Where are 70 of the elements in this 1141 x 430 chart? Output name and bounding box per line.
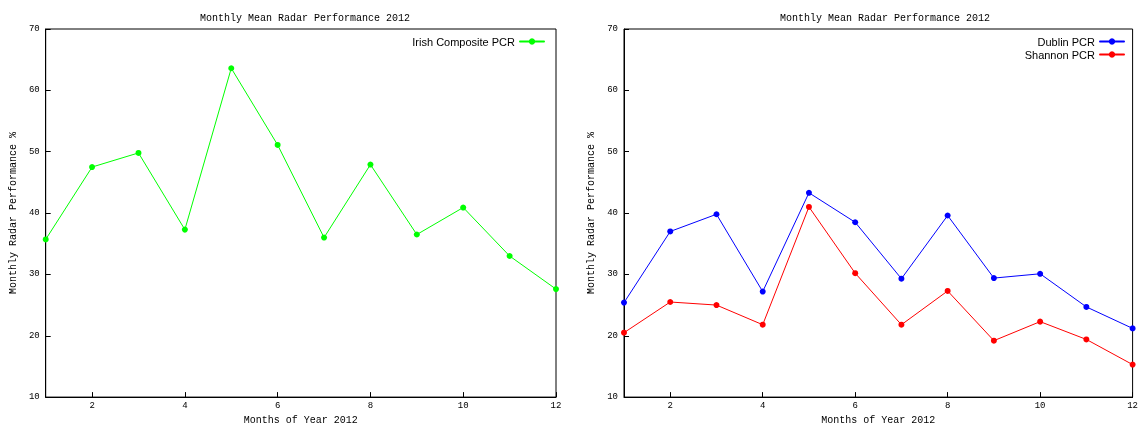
y-tick-label: 50 [607,146,618,157]
point [181,226,188,233]
y-tick-label: 30 [607,269,618,280]
point [1129,361,1136,368]
x-tick-label: 12 [550,400,562,411]
legend-label: Irish Composite PCR [412,35,516,48]
y-axis-title: Monthly Radar Performance % [7,132,19,295]
y-tick-label: 40 [28,208,40,219]
y-tick-label: 70 [607,24,618,34]
x-tick-label: 4 [760,400,766,411]
x-tick-label: 6 [274,400,281,411]
point [367,161,374,168]
x-axis-title: Months of Year 2012 [821,414,936,426]
y-axis-title: Monthly Radar Performance % [585,132,597,295]
point [621,299,627,306]
chart-title: Monthly Mean Radar Performance 2012 [199,12,411,24]
x-tick-label: 8 [944,400,951,411]
point [805,189,812,196]
point [1037,270,1044,277]
point [228,65,235,72]
x-tick-label: 10 [457,400,469,411]
y-tick-label: 10 [607,392,618,403]
point [89,164,96,171]
point [759,321,766,328]
point [713,302,720,309]
point [898,321,905,328]
y-tick-label: 40 [607,208,618,219]
x-tick-label: 8 [367,400,374,411]
point [42,236,49,243]
x-tick-label: 12 [1127,400,1139,411]
point [805,203,812,210]
point [898,275,905,282]
point [621,329,627,336]
x-axis-title: Months of Year 2012 [243,414,358,426]
legend-label: Dublin PCR [1037,35,1096,48]
point [852,219,859,226]
point [852,270,859,277]
y-tick-label: 60 [28,85,40,96]
point [274,141,281,148]
point [1129,325,1136,332]
x-tick-label: 10 [1034,400,1046,411]
y-tick-label: 50 [28,146,40,157]
x-tick-label: 6 [852,400,858,411]
point [506,253,513,259]
point [135,149,142,156]
point [413,231,420,238]
y-tick-label: 30 [28,269,40,280]
point [321,234,328,241]
y-tick-label: 60 [607,85,618,96]
point [667,299,674,306]
y-tick-label: 20 [28,330,40,341]
point [944,212,951,219]
chart-title: Monthly Mean Radar Performance 2012 [779,12,991,24]
y-tick-label: 70 [28,24,40,34]
point [1083,336,1090,343]
x-tick-label: 2 [667,400,673,411]
point [990,275,997,282]
y-tick-label: 20 [607,330,618,341]
y-tick-label: 10 [28,392,40,403]
point [990,337,997,344]
x-tick-label: 2 [89,400,95,411]
x-tick-label: 4 [182,400,188,411]
point [667,228,674,235]
point [553,286,559,293]
point [944,287,951,294]
point [1083,303,1090,310]
point [713,211,720,218]
point [460,204,467,211]
legend-label: Shannon PCR [1024,48,1096,61]
point [1037,318,1044,325]
